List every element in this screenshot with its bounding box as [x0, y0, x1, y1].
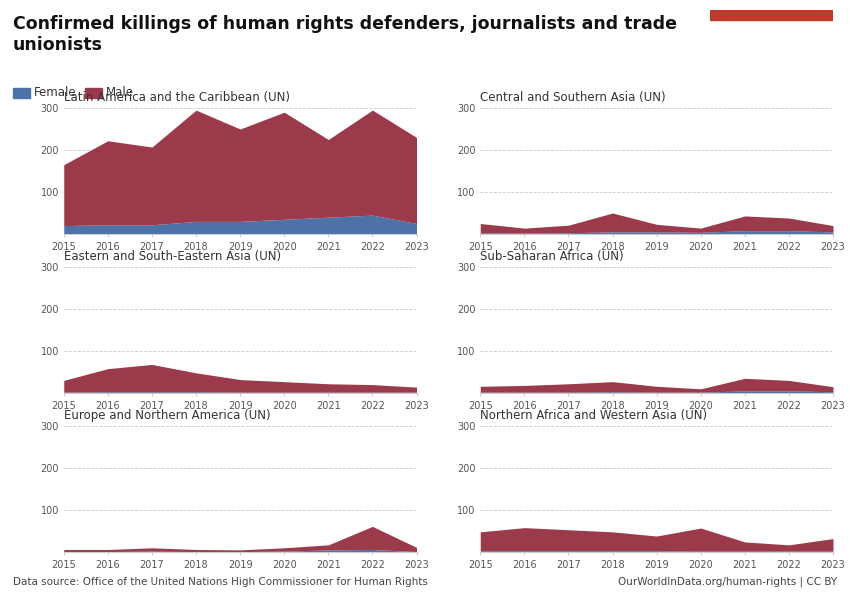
Text: in Data: in Data — [751, 43, 791, 53]
Text: Our World: Our World — [744, 28, 799, 38]
Text: Central and Southern Asia (UN): Central and Southern Asia (UN) — [480, 91, 666, 104]
Text: Latin America and the Caribbean (UN): Latin America and the Caribbean (UN) — [64, 91, 290, 104]
Text: Data source: Office of the United Nations High Commissioner for Human Rights: Data source: Office of the United Nation… — [13, 577, 428, 587]
Text: Male: Male — [106, 86, 134, 100]
Text: Europe and Northern America (UN): Europe and Northern America (UN) — [64, 409, 270, 422]
Text: Eastern and South-Eastern Asia (UN): Eastern and South-Eastern Asia (UN) — [64, 250, 280, 263]
Text: Confirmed killings of human rights defenders, journalists and trade
unionists: Confirmed killings of human rights defen… — [13, 15, 677, 54]
Text: Northern Africa and Western Asia (UN): Northern Africa and Western Asia (UN) — [480, 409, 707, 422]
Text: OurWorldInData.org/human-rights | CC BY: OurWorldInData.org/human-rights | CC BY — [618, 576, 837, 587]
Text: Sub-Saharan Africa (UN): Sub-Saharan Africa (UN) — [480, 250, 624, 263]
Bar — [710, 10, 833, 20]
Text: Female: Female — [34, 86, 76, 100]
